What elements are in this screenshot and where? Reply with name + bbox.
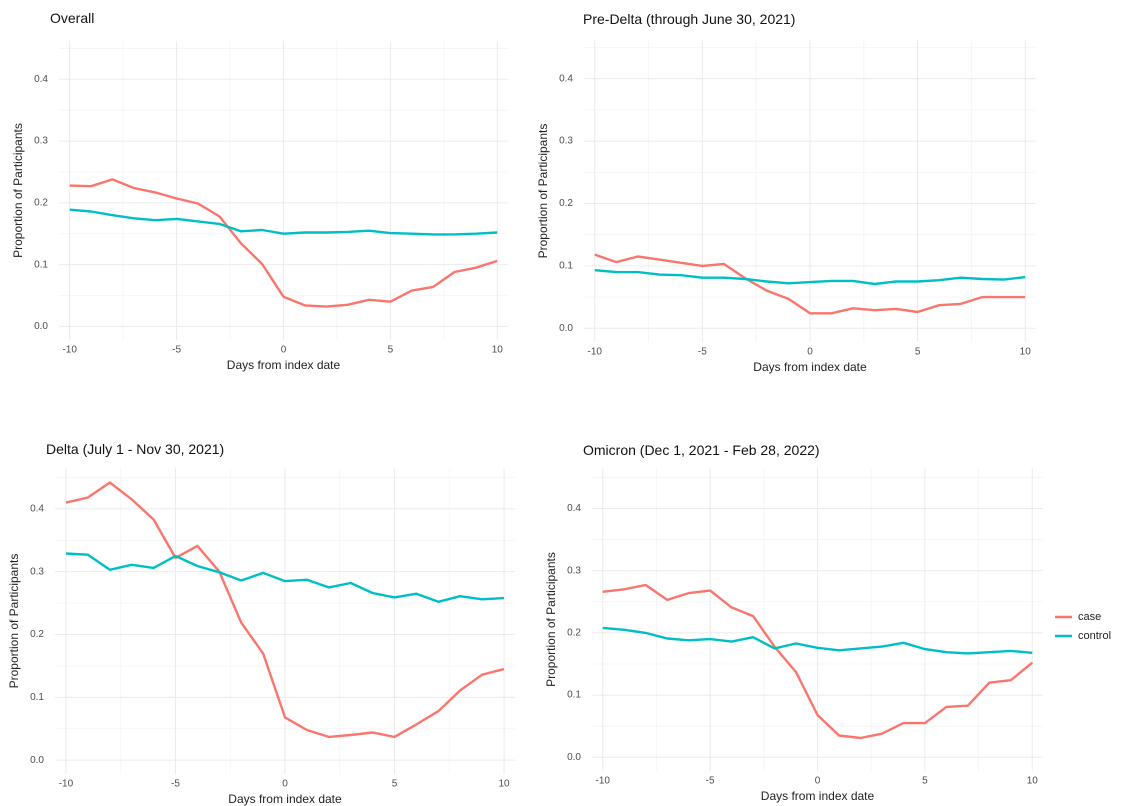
x-tick-label: 10	[492, 345, 504, 356]
series-line	[69, 178, 498, 308]
y-axis-title: Proportion of Participants	[536, 124, 550, 259]
x-tick-label: 5	[388, 345, 394, 356]
series-line	[594, 253, 1026, 315]
x-axis-title: Days from index date	[227, 358, 341, 372]
series-line	[594, 269, 1026, 286]
y-tick-label: 0.2	[34, 197, 48, 208]
x-tick-label: -10	[596, 776, 611, 787]
x-tick-label: -10	[59, 779, 74, 790]
x-axis-title: Days from index date	[753, 360, 867, 374]
x-axis-title: Days from index date	[228, 792, 342, 806]
y-tick-label: 0.2	[559, 198, 573, 209]
x-tick-label: -10	[588, 347, 603, 358]
series-line	[69, 208, 498, 236]
x-tick-label: -5	[172, 345, 181, 356]
x-tick-label: 0	[281, 345, 287, 356]
x-tick-label: 0	[282, 779, 288, 790]
x-tick-label: 5	[915, 347, 921, 358]
y-tick-label: 0.4	[559, 73, 573, 84]
x-tick-label: -5	[698, 347, 707, 358]
y-tick-label: 0.0	[30, 755, 44, 766]
legend-label: control	[1078, 630, 1111, 642]
y-axis-title: Proportion of Participants	[11, 123, 25, 258]
y-tick-label: 0.3	[30, 566, 44, 577]
y-tick-label: 0.3	[34, 136, 48, 147]
y-tick-label: 0.3	[559, 136, 573, 147]
x-tick-label: 10	[1020, 347, 1032, 358]
y-tick-label: 0.4	[567, 503, 581, 514]
series-line	[602, 626, 1033, 655]
y-tick-label: 0.4	[34, 74, 48, 85]
x-tick-label: 10	[1027, 776, 1039, 787]
x-tick-label: 10	[498, 779, 510, 790]
y-axis-title: Proportion of Participants	[544, 552, 558, 687]
x-tick-label: -5	[706, 776, 715, 787]
chart-title: Pre-Delta (through June 30, 2021)	[583, 11, 795, 27]
y-tick-label: 0.2	[567, 628, 581, 639]
x-tick-label: 0	[807, 347, 813, 358]
series-line	[65, 552, 505, 603]
x-tick-label: -10	[62, 345, 77, 356]
y-axis-title: Proportion of Participants	[7, 554, 21, 689]
chart-title: Delta (July 1 - Nov 30, 2021)	[46, 441, 224, 457]
x-axis-title: Days from index date	[761, 789, 875, 803]
y-tick-label: 0.1	[559, 261, 573, 272]
y-tick-label: 0.2	[30, 629, 44, 640]
y-tick-label: 0.1	[567, 690, 581, 701]
y-tick-label: 0.1	[30, 692, 44, 703]
chart-title: Overall	[50, 10, 94, 26]
x-tick-label: -5	[171, 779, 180, 790]
series-line	[65, 481, 505, 739]
series-line	[602, 583, 1034, 740]
chart-title: Omicron (Dec 1, 2021 - Feb 28, 2022)	[583, 442, 820, 458]
x-tick-label: 0	[815, 776, 821, 787]
y-tick-label: 0.0	[559, 323, 573, 334]
y-tick-label: 0.3	[567, 565, 581, 576]
x-tick-label: 5	[922, 776, 928, 787]
y-tick-label: 0.0	[567, 752, 581, 763]
y-tick-label: 0.4	[30, 503, 44, 514]
y-tick-label: 0.1	[34, 259, 48, 270]
y-tick-label: 0.0	[34, 321, 48, 332]
x-tick-label: 5	[392, 779, 398, 790]
legend-label: case	[1078, 611, 1101, 623]
